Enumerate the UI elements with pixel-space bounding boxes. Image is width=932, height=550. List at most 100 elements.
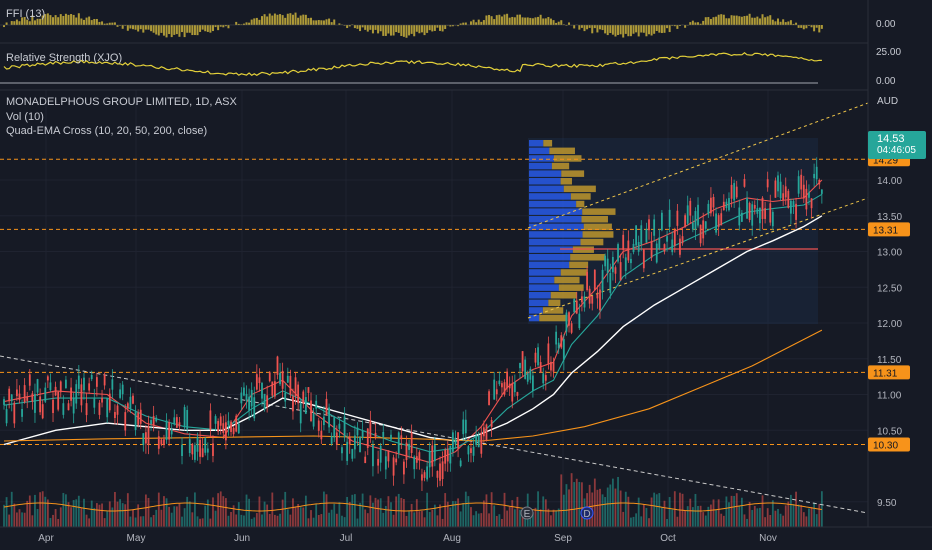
- volume-bar: [426, 492, 429, 527]
- candle-body: [286, 375, 289, 383]
- volume-bar: [513, 509, 516, 527]
- candle-body: [431, 445, 434, 467]
- candle-body: [655, 243, 658, 263]
- volume-bar: [382, 512, 385, 527]
- candle-body: [498, 380, 501, 385]
- candle-body: [142, 433, 145, 445]
- volume-bar: [286, 509, 289, 527]
- volume-bar: [274, 514, 276, 527]
- volume-bar: [26, 500, 29, 527]
- volume-bar: [557, 508, 560, 527]
- profile-up-bar: [529, 254, 571, 261]
- time-axis[interactable]: Apr May Jun Jul Aug Sep Oct Nov: [0, 526, 932, 544]
- ffi-bar: [498, 14, 501, 25]
- volume-bar: [111, 507, 114, 527]
- candle-body: [588, 288, 591, 304]
- volume-bar: [691, 507, 694, 527]
- candle-body: [743, 178, 746, 187]
- price-tick-label: 10.50: [877, 426, 902, 437]
- price-tick-label: 12.00: [877, 319, 902, 330]
- ffi-bar: [113, 22, 116, 25]
- price-axis[interactable]: 14.00 13.50 13.00 12.50 12.00 11.50 11.00 10.50…: [867, 0, 902, 527]
- volume-bar: [790, 494, 792, 527]
- volume-bar: [704, 515, 707, 527]
- candle-body: [271, 381, 274, 396]
- candle-body: [129, 396, 132, 409]
- ffi-bar: [41, 15, 44, 25]
- ffi-bar: [217, 25, 220, 31]
- ffi-bar: [258, 19, 261, 25]
- candle-body: [707, 203, 710, 215]
- candle-body: [408, 443, 410, 450]
- candle-body: [108, 393, 111, 411]
- ffi-bar: [743, 16, 746, 25]
- ffi-bar: [689, 22, 692, 25]
- volume-bar: [250, 518, 253, 527]
- ffi-bar: [820, 25, 823, 29]
- volume-bar: [304, 495, 307, 527]
- candle-body: [26, 396, 29, 401]
- candle-body: [106, 398, 109, 418]
- ffi-bar: [428, 25, 431, 31]
- volume-bar: [173, 506, 176, 527]
- volume-bar: [338, 502, 341, 527]
- candle-body: [761, 197, 764, 219]
- profile-up-bar: [529, 170, 562, 177]
- candle-body: [206, 448, 209, 453]
- ffi-bar: [753, 17, 756, 25]
- volume-bar: [410, 503, 413, 527]
- candle-body: [730, 184, 733, 199]
- profile-up-bar: [529, 200, 577, 208]
- downtrend-line[interactable]: [0, 355, 869, 514]
- volume-bar: [44, 496, 47, 527]
- candle-body: [808, 192, 810, 198]
- event-marker-e[interactable]: E: [520, 506, 534, 520]
- profile-up-bar: [529, 246, 573, 253]
- candle-body: [697, 204, 699, 226]
- candle-body: [800, 174, 803, 190]
- candle-body: [433, 445, 436, 462]
- ffi-bar: [410, 25, 413, 34]
- candle-body: [13, 402, 16, 424]
- candle-body: [77, 375, 80, 389]
- volume-bar: [255, 513, 258, 527]
- ffi-bar: [178, 25, 181, 37]
- ffi-bar: [534, 17, 537, 25]
- channel-upper-line[interactable]: [527, 102, 869, 229]
- volume-bar: [88, 518, 91, 527]
- profile-down-bar: [572, 246, 594, 253]
- volume-bar: [743, 514, 746, 527]
- horizontal-levels[interactable]: [0, 158, 868, 446]
- volume-bar: [725, 496, 728, 527]
- ffi-bar: [322, 20, 325, 25]
- volume-bar: [735, 493, 738, 527]
- ffi-bar: [160, 25, 163, 33]
- level-tag-bg: [868, 365, 910, 380]
- ffi-bar: [353, 25, 356, 29]
- candle-body: [604, 255, 607, 267]
- volume-bar: [18, 509, 21, 527]
- candle-body: [297, 384, 300, 404]
- ffi-bar: [392, 25, 395, 36]
- volume-bar: [186, 496, 189, 527]
- candle-body: [467, 446, 470, 455]
- volume-bar: [157, 492, 160, 527]
- ffi-bar: [157, 25, 160, 36]
- volume-bar: [490, 492, 493, 527]
- event-marker-d[interactable]: D: [580, 506, 594, 520]
- volume-bar: [85, 514, 88, 527]
- ffi-bar: [116, 25, 119, 27]
- volume-bar: [75, 499, 78, 527]
- candle-body: [679, 238, 681, 255]
- candle-body: [395, 458, 398, 463]
- ffi-bar: [578, 25, 581, 30]
- ffi-bar: [343, 25, 346, 26]
- ffi-bar: [242, 23, 245, 25]
- volume-bar: [201, 518, 204, 527]
- ffi-bar: [655, 25, 658, 32]
- volume-bar: [379, 498, 382, 527]
- candle-body: [547, 343, 550, 365]
- candle-body: [5, 409, 8, 424]
- profile-up-bar: [529, 155, 554, 162]
